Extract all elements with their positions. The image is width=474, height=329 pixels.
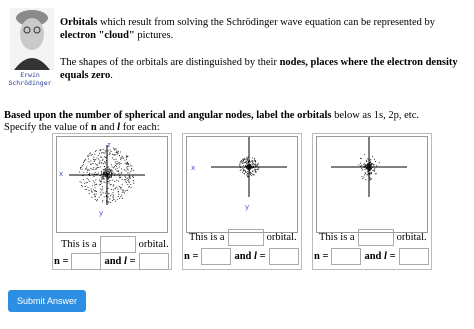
answer-row: This is a orbital.: [189, 229, 297, 246]
orbital-input[interactable]: [99, 236, 136, 253]
text: which result from solving the Schrödinge…: [97, 17, 435, 28]
l-input[interactable]: [398, 248, 429, 265]
instructions: Based upon the number of spherical and a…: [4, 109, 470, 122]
text: below as 1s, 2p, etc.: [331, 110, 419, 121]
intro: Orbitals which result from solving the S…: [60, 16, 470, 42]
answer-row: n = and l =: [184, 248, 302, 265]
text: Based upon the number of spherical and a…: [4, 110, 332, 121]
label: n =: [184, 250, 199, 262]
text: .: [110, 70, 113, 81]
label: This is a: [319, 231, 355, 243]
axis-label: z: [107, 141, 111, 149]
label: This is a: [61, 238, 97, 250]
label: =: [256, 250, 266, 262]
label: orbital.: [138, 238, 169, 250]
specify: Specify the value of n and l for each:: [4, 121, 160, 134]
n-input[interactable]: [71, 253, 102, 270]
answer-row: n = and l =: [314, 248, 432, 265]
answer-row: This is a orbital.: [319, 229, 427, 246]
text: The shapes of the orbitals are distingui…: [60, 57, 280, 68]
label: orbital.: [396, 231, 427, 243]
text: pictures.: [134, 30, 174, 41]
text: n: [90, 122, 97, 133]
orbital-panel: This is a orbital. n = and l =: [312, 133, 432, 270]
label: This is a: [189, 231, 225, 243]
axis-label: y: [99, 209, 104, 217]
orbital-image: x y z: [56, 136, 168, 233]
label: l: [384, 250, 387, 262]
l-input[interactable]: [138, 253, 169, 270]
n-input[interactable]: [331, 248, 362, 265]
orbital-image: [316, 136, 428, 233]
nodes-text: The shapes of the orbitals are distingui…: [60, 56, 470, 82]
orbital-panel: x y z This is a orbital. n = and l =: [52, 133, 172, 270]
label: =: [126, 255, 136, 267]
caption: Erwin Schrödinger: [4, 71, 56, 87]
text: Orbitals: [60, 17, 98, 28]
answer-row: n = and l =: [54, 253, 172, 270]
answer-row: This is a orbital.: [61, 236, 169, 253]
orbital-cloud: [331, 137, 407, 197]
text: Specify the value of: [4, 122, 91, 133]
orbital-panel: x y This is a orbital. n = and l =: [182, 133, 302, 270]
orbital-cloud: [211, 137, 287, 197]
text: nodes, places where the electron density…: [60, 57, 458, 81]
orbital-input[interactable]: [227, 229, 264, 246]
submit-button[interactable]: Submit Answer: [8, 290, 86, 312]
orbital-input[interactable]: [357, 229, 394, 246]
caption-line: Schrödinger: [8, 79, 52, 87]
text: for each:: [120, 122, 160, 133]
label: l: [124, 255, 127, 267]
label: and: [364, 250, 385, 262]
caption-line: Erwin: [20, 71, 40, 79]
portrait: [10, 8, 54, 70]
label: l: [254, 250, 257, 262]
text: electron "cloud": [60, 30, 135, 41]
label: and: [234, 250, 255, 262]
text: l: [117, 122, 121, 133]
l-input[interactable]: [268, 248, 299, 265]
label: orbital.: [266, 231, 297, 243]
axis-label: y: [245, 203, 250, 211]
label: and: [104, 255, 125, 267]
text: and: [96, 122, 118, 133]
axis-label: x: [191, 164, 196, 172]
n-input[interactable]: [201, 248, 232, 265]
axis-label: x: [59, 170, 64, 178]
label: n =: [314, 250, 329, 262]
label: n =: [54, 255, 69, 267]
label: =: [386, 250, 396, 262]
orbital-cloud: [69, 145, 145, 205]
